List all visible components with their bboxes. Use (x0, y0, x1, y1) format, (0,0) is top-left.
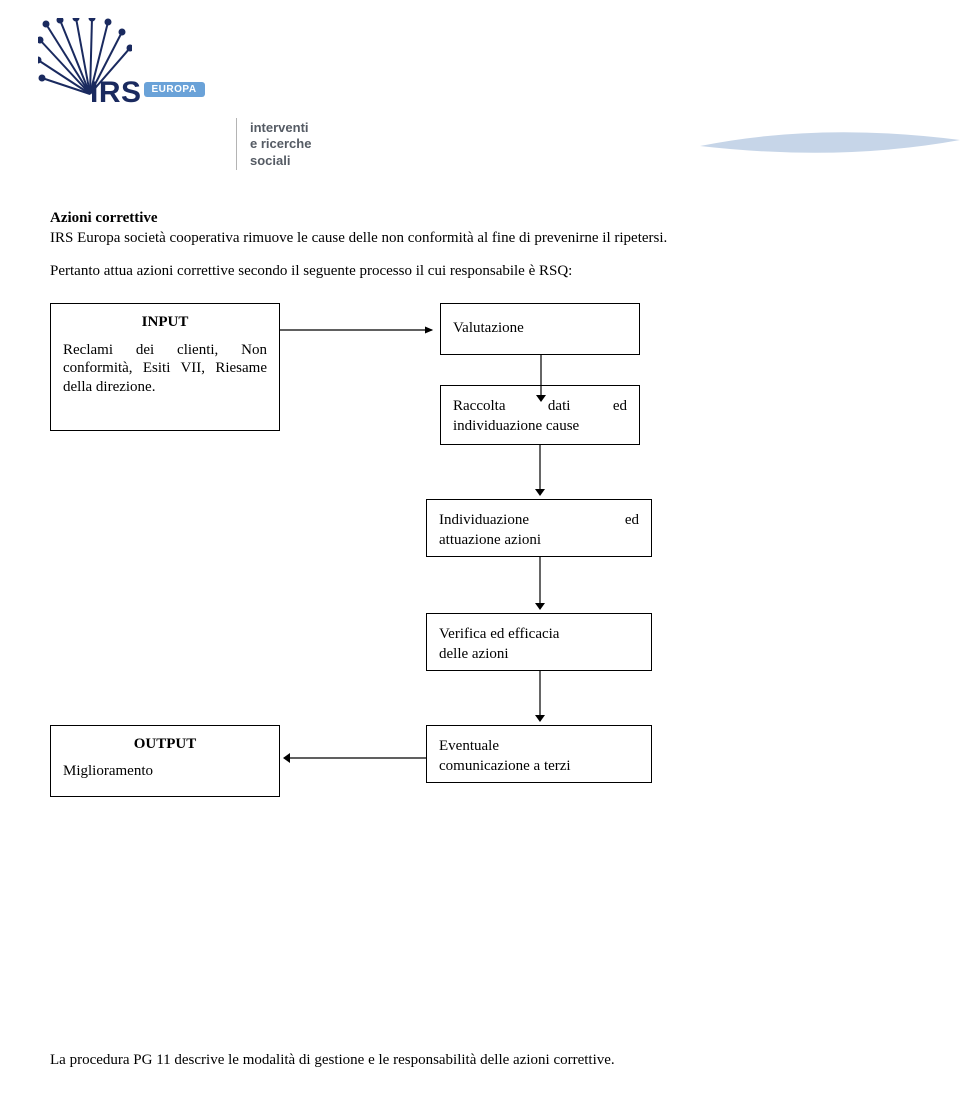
page-header: IRSEUROPA interventi e ricerche sociali (38, 18, 358, 158)
paragraph-1: IRS Europa società cooperativa rimuove l… (50, 229, 890, 248)
logo-irs-label: IRS (90, 76, 142, 109)
box-individuazione: Individuazione ed attuazione azioni (426, 499, 652, 557)
arrow-verif-to-event (533, 671, 547, 725)
indiv-w2: ed (625, 510, 639, 530)
logo-tagline: interventi e ricerche sociali (250, 120, 311, 169)
footer-note: La procedura PG 11 descrive le modalità … (50, 1052, 890, 1069)
box-output: OUTPUT Miglioramento (50, 725, 280, 797)
paragraph-2: Pertanto attua azioni correttive secondo… (50, 262, 890, 281)
content-area: Azioni correttive IRS Europa società coo… (50, 210, 890, 943)
raccolta-l2: individuazione cause (453, 416, 627, 436)
box-valutazione-label: Valutazione (453, 320, 524, 337)
box-input-title: INPUT (63, 314, 267, 331)
box-input: INPUT Reclami dei clienti, Non conformit… (50, 303, 280, 431)
raccolta-w3: ed (613, 396, 627, 416)
indiv-w1: Individuazione (439, 510, 529, 530)
tagline-line2: e ricerche (250, 136, 311, 152)
arrow-input-to-valutazione (280, 323, 440, 337)
box-valutazione: Valutazione (440, 303, 640, 355)
section-heading: Azioni correttive (50, 210, 890, 227)
box-output-body: Miglioramento (63, 763, 267, 780)
arrow-raccolta-to-indiv (533, 445, 547, 499)
raccolta-w1: Raccolta (453, 396, 505, 416)
arrow-event-to-output (280, 751, 426, 765)
flowchart: INPUT Reclami dei clienti, Non conformit… (50, 303, 890, 943)
event-l2: comunicazione a terzi (439, 756, 639, 776)
logo-text: IRSEUROPA (90, 76, 205, 110)
box-verifica: Verifica ed efficacia delle azioni (426, 613, 652, 671)
verif-l2: delle azioni (439, 644, 639, 664)
arrow-val-to-raccolta (534, 355, 548, 403)
indiv-l2: attuazione azioni (439, 530, 639, 550)
raccolta-w2: dati (548, 396, 571, 416)
tagline-line3: sociali (250, 153, 311, 169)
box-input-body: Reclami dei clienti, Non conformità, Esi… (63, 341, 267, 397)
box-eventuale: Eventuale comunicazione a terzi (426, 725, 652, 783)
arrow-indiv-to-verif (533, 557, 547, 613)
logo-divider (236, 118, 237, 170)
tagline-line1: interventi (250, 120, 311, 136)
box-output-title: OUTPUT (63, 736, 267, 753)
event-l1: Eventuale (439, 736, 639, 756)
verif-l1: Verifica ed efficacia (439, 624, 639, 644)
header-swoosh-icon (700, 128, 960, 162)
logo-europa-pill: EUROPA (144, 82, 205, 97)
